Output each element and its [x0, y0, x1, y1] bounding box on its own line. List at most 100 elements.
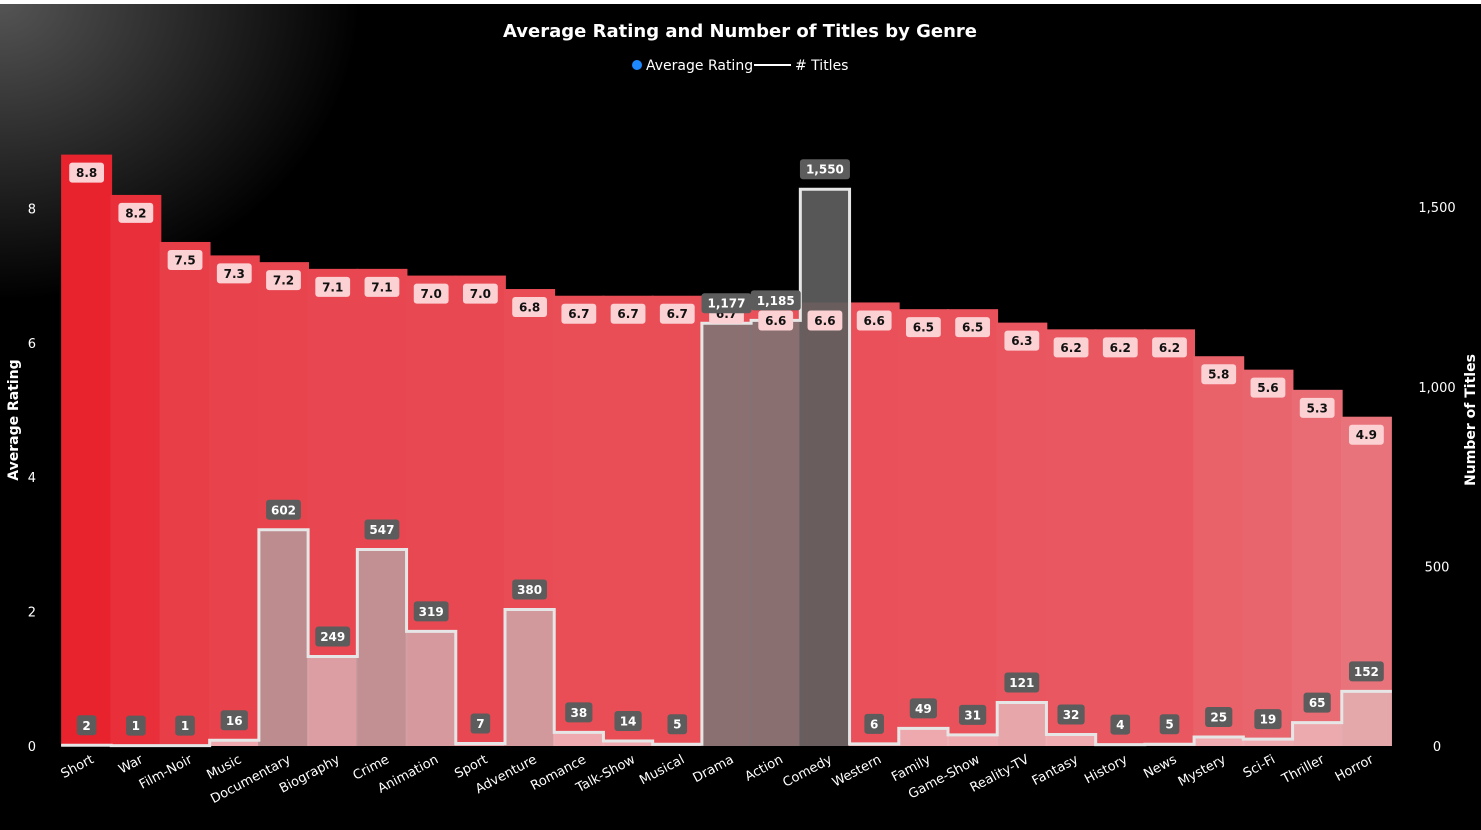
rating-data-label: 6.6	[765, 314, 786, 328]
rating-data-label: 4.9	[1356, 428, 1377, 442]
rating-data-label: 5.3	[1307, 401, 1328, 415]
titles-data-label-bg	[470, 713, 491, 734]
rating-data-label-bg	[659, 303, 695, 324]
titles-data-label: 19	[1260, 713, 1277, 727]
rating-data-label: 7.1	[322, 280, 343, 294]
rating-data-label-bg	[1102, 337, 1138, 358]
y-tick-label: 2	[28, 606, 36, 621]
y2-axis-title: Number of Titles	[1463, 354, 1479, 486]
titles-data-label-bg	[413, 601, 449, 622]
rating-bar	[1242, 369, 1294, 746]
rating-bar	[159, 241, 211, 746]
rating-data-label-bg	[69, 162, 105, 183]
titles-bar	[504, 609, 556, 746]
chart-title: Average Rating and Number of Titles by G…	[503, 21, 977, 42]
rating-data-label: 8.2	[125, 206, 146, 220]
legend: Average Rating # Titles	[632, 58, 848, 74]
y-tick-label: 6	[28, 337, 36, 352]
rating-bar	[1193, 356, 1245, 746]
titles-data-label-bg	[959, 704, 987, 725]
rating-data-label-bg	[413, 283, 449, 304]
rating-data-label: 7.0	[421, 287, 442, 301]
titles-data-label: 4	[1116, 718, 1124, 732]
rating-bar	[553, 295, 605, 746]
titles-data-label-bg	[701, 293, 752, 314]
titles-data-label: 14	[620, 714, 637, 728]
rating-data-label-bg	[167, 249, 203, 270]
y2-tick-label: 1,500	[1418, 201, 1455, 216]
titles-bar	[799, 189, 851, 746]
titles-bar	[602, 740, 654, 746]
rating-data-label: 6.3	[1011, 334, 1032, 348]
titles-data-label: 6	[870, 717, 878, 731]
rating-data-label: 6.2	[1060, 341, 1081, 355]
titles-data-label-bg	[76, 715, 97, 736]
rating-data-label: 6.8	[519, 301, 540, 315]
titles-data-label-bg	[175, 715, 195, 736]
rating-bar	[61, 154, 113, 746]
rating-data-label-bg	[1299, 397, 1335, 418]
rating-data-label-bg	[1152, 337, 1187, 358]
titles-bar	[307, 656, 359, 746]
titles-data-label-bg	[1110, 714, 1131, 735]
titles-data-label: 319	[419, 605, 444, 619]
rating-data-label-bg	[561, 303, 597, 324]
titles-data-label: 1,550	[806, 163, 844, 177]
rating-data-label-bg	[955, 317, 991, 338]
rating-data-label: 7.3	[224, 267, 245, 281]
rating-data-label: 7.5	[174, 253, 195, 267]
rating-data-label: 7.1	[371, 280, 392, 294]
titles-data-label: 380	[517, 583, 542, 597]
titles-data-label: 25	[1210, 711, 1227, 725]
rating-data-label: 6.5	[913, 321, 934, 335]
rating-bar	[897, 309, 949, 746]
rating-data-label-bg	[905, 317, 941, 338]
titles-data-label-bg	[220, 710, 248, 731]
titles-data-label-bg	[512, 579, 548, 600]
rating-bar	[651, 295, 703, 746]
rating-data-label-bg	[856, 310, 892, 331]
rating-data-label-bg	[1348, 424, 1384, 445]
rating-data-label: 6.7	[667, 307, 688, 321]
rating-data-label-bg	[216, 263, 252, 284]
titles-data-label: 249	[320, 630, 345, 644]
titles-data-label-bg	[909, 698, 937, 719]
titles-data-label: 49	[915, 702, 932, 716]
titles-bar	[1193, 737, 1245, 746]
legend-titles-label: # Titles	[795, 58, 848, 74]
legend-average-rating-dot	[632, 60, 642, 70]
titles-data-label-bg	[1205, 707, 1233, 728]
y-tick-label: 0	[28, 740, 36, 755]
rating-bar	[110, 194, 162, 746]
titles-data-label: 602	[271, 503, 296, 517]
titles-data-label-bg	[364, 519, 400, 540]
rating-data-label-bg	[315, 276, 351, 297]
titles-data-label: 152	[1354, 665, 1379, 679]
titles-bar	[750, 320, 802, 746]
titles-data-label-bg	[315, 626, 351, 647]
rating-data-label: 6.7	[568, 307, 589, 321]
data-labels: 8.8 8.2 7.5 7.3 7.2 7.1 7.1 7.0 7.0 6.8 6.7 6.7 6.7 6…	[69, 159, 1384, 736]
titles-bar	[701, 323, 752, 746]
rating-data-label-bg	[1250, 377, 1286, 398]
rating-data-label: 6.7	[617, 307, 638, 321]
rating-data-label-bg	[1053, 337, 1089, 358]
titles-data-label: 1,177	[708, 297, 746, 311]
rating-data-label-bg	[610, 303, 646, 324]
rating-data-label: 7.2	[273, 274, 294, 288]
rating-data-label-bg	[118, 202, 154, 223]
y2-tick-label: 500	[1425, 560, 1450, 575]
y2-axis-ticks: 0 500 1,000 1,500	[1418, 201, 1455, 755]
titles-bar	[208, 740, 260, 746]
titles-bar	[356, 549, 408, 746]
rating-data-label: 7.0	[470, 287, 491, 301]
y2-tick-label: 0	[1433, 740, 1441, 755]
rating-data-label-bg	[1201, 364, 1237, 385]
rating-bar	[1291, 389, 1343, 746]
titles-data-label-bg	[667, 714, 688, 735]
titles-data-label: 65	[1309, 696, 1326, 710]
y-axis-title: Average Rating	[6, 359, 22, 480]
y-tick-label: 4	[28, 471, 36, 486]
legend-average-rating-label: Average Rating	[646, 58, 753, 74]
